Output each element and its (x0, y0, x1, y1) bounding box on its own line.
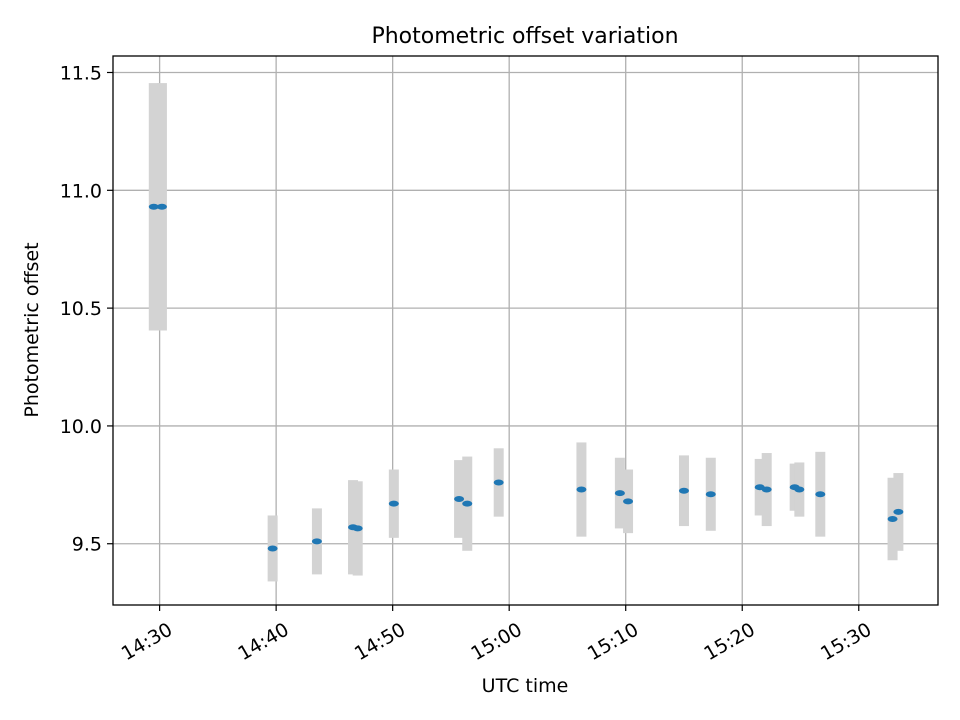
data-point (623, 498, 634, 505)
data-point (156, 203, 167, 210)
data-point (794, 486, 805, 493)
data-point (148, 203, 159, 210)
grid (113, 56, 938, 605)
data-point (388, 500, 399, 507)
data-point (311, 538, 322, 545)
data-points (148, 203, 904, 552)
data-point (493, 479, 504, 486)
chart-title: Photometric offset variation (371, 24, 678, 49)
data-point (614, 490, 625, 497)
y-tick-label: 9.5 (72, 534, 102, 556)
x-axis-label: UTC time (482, 675, 569, 697)
y-axis-ticks: 9.5 10.0 10.5 11.0 11.5 (60, 62, 113, 556)
y-tick-label: 11.5 (60, 62, 102, 84)
data-point (815, 491, 826, 498)
data-point (454, 495, 465, 502)
data-point (576, 486, 587, 493)
data-point (761, 486, 772, 493)
data-point (267, 545, 278, 552)
data-point (893, 508, 904, 515)
plot-frame (112, 55, 939, 606)
data-point (678, 487, 689, 494)
y-tick-label: 11.0 (60, 180, 102, 202)
data-point (705, 491, 716, 498)
data-point (887, 515, 898, 522)
data-point (462, 500, 473, 507)
y-axis-label: Photometric offset (21, 242, 43, 417)
y-tick-label: 10.0 (60, 416, 102, 438)
data-point (352, 525, 363, 532)
y-tick-label: 10.5 (60, 298, 102, 320)
